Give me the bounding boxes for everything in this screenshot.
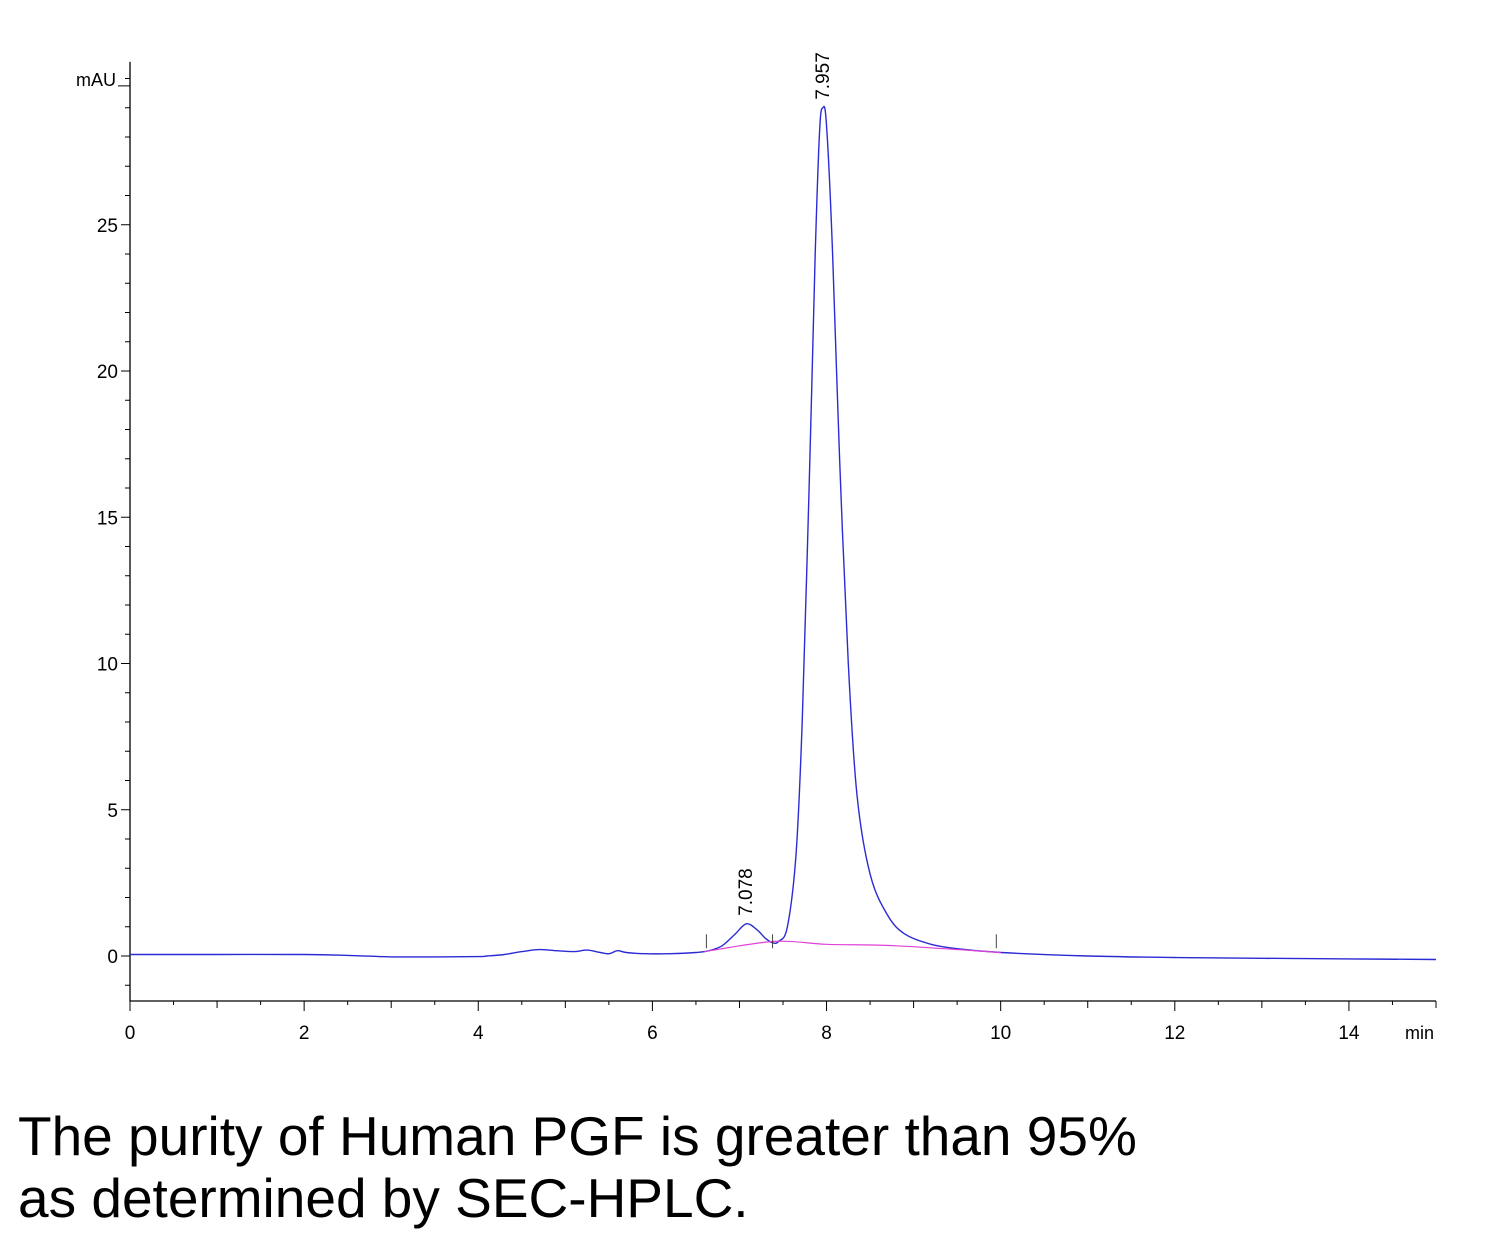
chart-plot-area	[129, 105, 1437, 961]
y-tick-label: 0	[107, 947, 118, 968]
y-tick-label: 20	[97, 362, 118, 383]
peak-label: 7.957	[813, 52, 834, 100]
y-tick-label: 5	[107, 801, 118, 822]
x-tick-label: 6	[647, 1023, 658, 1044]
x-tick-label: 14	[1338, 1023, 1360, 1044]
x-tick-label: 2	[299, 1023, 310, 1044]
x-tick-label: 8	[821, 1023, 832, 1044]
y-tick-label: 15	[97, 508, 118, 529]
x-tick-label: 4	[473, 1023, 484, 1044]
y-tick-label: 25	[97, 216, 118, 237]
chromatogram-chart: 0 5 10 15 20 25 mAU 0 2 4 6 8 10 12 14 min 7.078 7.957	[76, 52, 1437, 1044]
x-axis-unit-label: min	[1405, 1023, 1434, 1043]
integration-baseline	[704, 940, 1001, 954]
signal-trace	[129, 105, 1437, 961]
x-tick-label: 12	[1164, 1023, 1185, 1044]
peak-label: 7.078	[736, 868, 757, 916]
caption-line-2: as determined by SEC-HPLC.	[18, 1167, 749, 1229]
x-tick-label: 10	[990, 1023, 1011, 1044]
chart-labels: 0 5 10 15 20 25 mAU 0 2 4 6 8 10 12 14 min 7.078 7.957	[76, 52, 1434, 1044]
x-tick-label: 0	[125, 1023, 136, 1044]
caption-line-1: The purity of Human PGF is greater than …	[18, 1105, 1137, 1167]
y-axis-unit-label: mAU	[76, 70, 116, 90]
y-tick-label: 10	[97, 655, 118, 676]
figure-caption: The purity of Human PGF is greater than …	[18, 1105, 1137, 1229]
chart-axes	[118, 61, 1437, 1011]
